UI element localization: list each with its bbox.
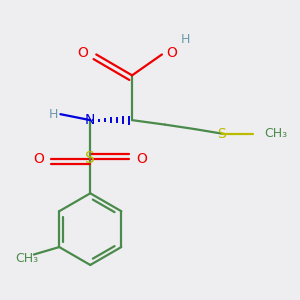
Text: O: O [136, 152, 147, 166]
Text: CH₃: CH₃ [264, 127, 287, 140]
Text: O: O [166, 46, 177, 60]
Text: H: H [48, 108, 58, 121]
Text: N: N [85, 113, 95, 127]
Text: CH₃: CH₃ [15, 253, 38, 266]
Text: S: S [217, 127, 226, 141]
Text: H: H [181, 33, 190, 46]
Text: O: O [34, 152, 44, 166]
Text: O: O [77, 46, 88, 60]
Text: S: S [85, 152, 95, 166]
